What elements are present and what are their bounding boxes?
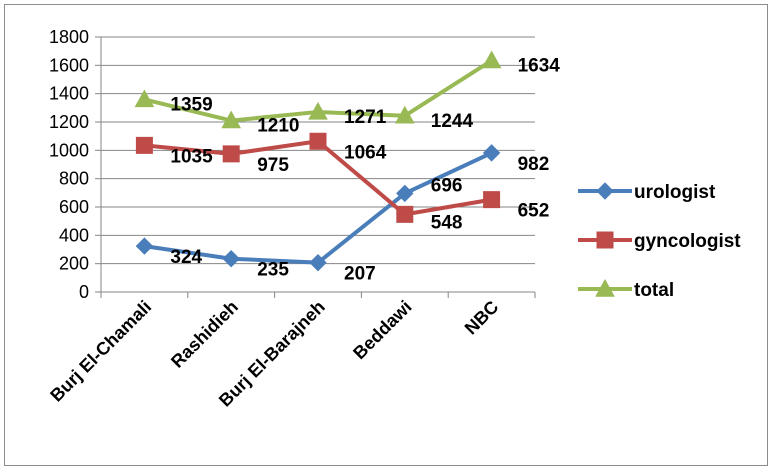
data-point-square [135, 136, 153, 154]
data-label: 975 [257, 155, 289, 176]
data-label: 1210 [257, 116, 299, 137]
data-point-triangle [394, 105, 415, 124]
data-point-square [596, 231, 614, 249]
data-point-square [309, 132, 327, 150]
x-category-label: Rashidieh [167, 297, 242, 372]
x-category-label: NBC [461, 297, 503, 339]
y-tick-label: 200 [59, 254, 89, 274]
data-point-diamond [309, 253, 327, 272]
gridlines [101, 36, 535, 265]
data-label: 1035 [170, 146, 213, 167]
y-tick-label: 800 [59, 169, 89, 189]
data-label: 1359 [170, 94, 212, 115]
data-label: 548 [431, 212, 463, 233]
data-point-diamond [135, 237, 154, 255]
y-tick-label: 1600 [49, 55, 89, 75]
axes [95, 36, 536, 298]
data-label: 235 [257, 260, 289, 281]
series-group [134, 50, 502, 272]
y-tick-label: 1400 [49, 84, 89, 104]
legend-label-urologist: urologist [634, 182, 716, 203]
data-point-diamond [222, 250, 240, 268]
data-point-triangle [221, 110, 242, 129]
data-point-triangle [481, 50, 502, 69]
data-point-square [483, 191, 501, 209]
data-label: 1244 [431, 111, 474, 132]
y-tick-label: 600 [59, 197, 89, 217]
y-tick-label: 1000 [49, 140, 89, 160]
data-label: 1634 [518, 56, 561, 77]
y-axis-ticks: 0 200 400 600 800 1000 1200 1400 1600 1800 [49, 27, 89, 302]
data-point-diamond [396, 184, 414, 203]
legend-label-gyncologist: gyncologist [634, 231, 741, 252]
legend: urologist gyncologist total [578, 182, 741, 301]
data-point-triangle [134, 89, 155, 108]
data-point-square [396, 205, 414, 223]
data-point-triangle [308, 101, 328, 120]
legend-label-total: total [634, 280, 674, 301]
data-point-square [222, 145, 240, 163]
data-label: 982 [518, 154, 550, 175]
data-point-diamond [482, 144, 501, 162]
y-tick-label: 1800 [49, 27, 89, 47]
data-label: 696 [431, 175, 463, 196]
data-label: 324 [170, 247, 202, 268]
y-tick-label: 400 [59, 225, 89, 245]
data-label: 207 [344, 264, 376, 285]
x-category-label: Beddawi [349, 297, 415, 363]
data-point-diamond [596, 182, 614, 200]
data-point-triangle [595, 278, 615, 297]
y-tick-label: 0 [79, 282, 89, 302]
data-label: 1271 [344, 107, 387, 128]
data-label: 652 [518, 201, 550, 222]
x-category-label: Burj El-Chamali [46, 297, 155, 406]
y-tick-label: 1200 [49, 112, 89, 132]
data-label: 1064 [344, 142, 387, 163]
data-labels: 324 235 207 696 982 1035 975 1064 548 652 1359 1210… [170, 56, 560, 285]
